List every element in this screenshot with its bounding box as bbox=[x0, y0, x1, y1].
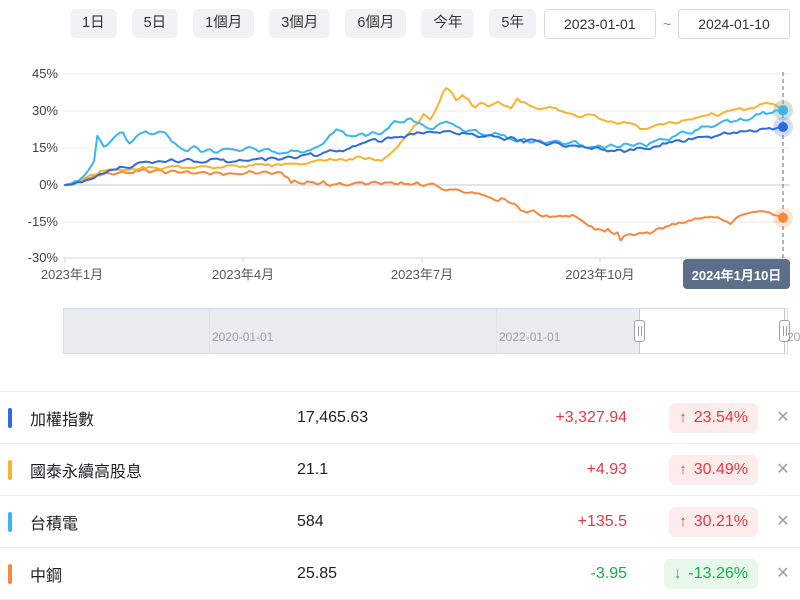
x-axis-tick: 2023年1月 bbox=[40, 267, 104, 282]
series-price: 25.85 bbox=[297, 564, 338, 582]
change-percent: 30.21% bbox=[693, 512, 748, 530]
x-axis-tick: 2023年10月 bbox=[565, 267, 635, 282]
y-axis-tick: 45% bbox=[31, 66, 58, 81]
series-price: 17,465.63 bbox=[297, 408, 369, 426]
y-axis-tick: -30% bbox=[27, 250, 58, 265]
y-axis-tick: 0% bbox=[39, 177, 58, 192]
range-button-6m[interactable]: 6個月 bbox=[345, 9, 407, 38]
range-button-ytd[interactable]: 今年 bbox=[421, 9, 475, 38]
up-arrow-icon: ↑ bbox=[679, 409, 687, 426]
change-percent: 23.54% bbox=[693, 408, 748, 426]
navigator-right-handle[interactable] bbox=[779, 320, 790, 342]
series-change: +135.5 bbox=[577, 512, 627, 530]
range-button-3m[interactable]: 3個月 bbox=[269, 9, 331, 38]
range-button-1m[interactable]: 1個月 bbox=[193, 9, 255, 38]
date-range-separator: ~ bbox=[662, 16, 671, 32]
navigator-gridline bbox=[209, 309, 210, 353]
series-price: 21.1 bbox=[297, 460, 329, 478]
table-row-taiex[interactable]: 加權指數 17,465.63 +3,327.94 ↑ 23.54% ✕ bbox=[0, 392, 800, 444]
remove-series-button[interactable]: ✕ bbox=[772, 406, 793, 430]
series-name: 加權指數 bbox=[30, 411, 95, 429]
series-price: 584 bbox=[297, 512, 324, 530]
up-arrow-icon: ↑ bbox=[679, 461, 687, 478]
chart-plot-hover-area[interactable] bbox=[63, 70, 790, 258]
series-name: 台積電 bbox=[30, 515, 79, 533]
change-percent-badge: ↓ -13.26% bbox=[663, 558, 758, 589]
range-button-5d[interactable]: 5日 bbox=[131, 9, 179, 38]
crosshair-date-tooltip: 2024年1月10日 bbox=[683, 259, 790, 289]
series-change: +3,327.94 bbox=[555, 408, 627, 426]
table-row-cathay-esg[interactable]: 國泰永續高股息 21.1 +4.93 ↑ 30.49% ✕ bbox=[0, 444, 800, 496]
remove-series-button[interactable]: ✕ bbox=[772, 510, 793, 534]
table-row-tsmc[interactable]: 台積電 584 +135.5 ↑ 30.21% ✕ bbox=[0, 496, 800, 548]
change-percent-badge: ↑ 30.49% bbox=[669, 454, 758, 485]
series-color-bar bbox=[8, 511, 12, 532]
remove-series-button[interactable]: ✕ bbox=[772, 562, 793, 586]
date-from-input[interactable] bbox=[543, 9, 656, 39]
series-legend-table: 加權指數 17,465.63 +3,327.94 ↑ 23.54% ✕ 國泰永續高… bbox=[0, 391, 800, 600]
remove-series-button[interactable]: ✕ bbox=[772, 458, 793, 482]
table-row-china-steel[interactable]: 中鋼 25.85 -3.95 ↓ -13.26% ✕ bbox=[0, 548, 800, 600]
x-axis-tick: 2023年7月 bbox=[390, 267, 454, 282]
navigator-left-handle[interactable] bbox=[634, 320, 645, 342]
series-change: -3.95 bbox=[590, 564, 627, 582]
navigator-gridline bbox=[496, 309, 497, 353]
range-button-group: 1日 5日 1個月 3個月 6個月 今年 5年 bbox=[70, 9, 536, 38]
y-axis-tick: 30% bbox=[31, 103, 58, 118]
series-color-bar bbox=[8, 459, 12, 480]
series-color-bar bbox=[8, 563, 12, 584]
range-button-5y[interactable]: 5年 bbox=[489, 9, 536, 38]
change-percent: -13.26% bbox=[688, 564, 748, 582]
range-navigator[interactable] bbox=[63, 308, 790, 354]
change-percent-badge: ↑ 23.54% bbox=[669, 402, 758, 433]
y-axis-tick: 15% bbox=[31, 140, 58, 155]
series-name: 國泰永續高股息 bbox=[30, 463, 143, 481]
range-button-1d[interactable]: 1日 bbox=[70, 9, 117, 38]
date-to-input[interactable] bbox=[678, 9, 790, 39]
change-percent-badge: ↑ 30.21% bbox=[669, 506, 758, 537]
navigator-masked-region[interactable] bbox=[64, 309, 639, 353]
series-change: +4.93 bbox=[586, 460, 627, 478]
up-arrow-icon: ↑ bbox=[679, 513, 687, 530]
x-axis-tick: 2023年4月 bbox=[211, 267, 275, 282]
down-arrow-icon: ↓ bbox=[673, 565, 682, 582]
y-axis-tick: -15% bbox=[27, 214, 58, 229]
series-name: 中鋼 bbox=[30, 567, 63, 585]
change-percent: 30.49% bbox=[693, 460, 748, 478]
date-range-picker: ~ bbox=[543, 9, 790, 39]
series-color-bar bbox=[8, 407, 12, 428]
